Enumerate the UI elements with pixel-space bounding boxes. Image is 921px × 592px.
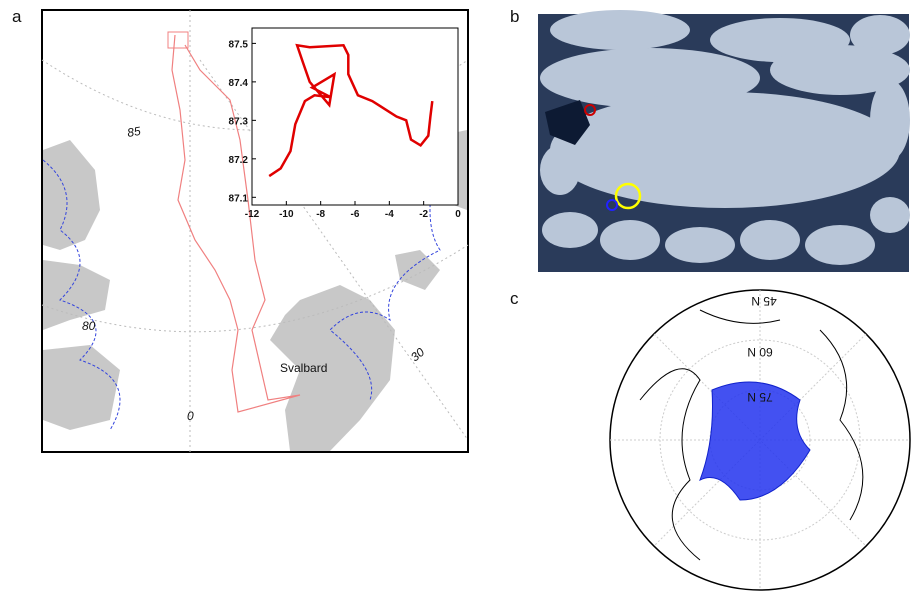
y-tick-label: 87.1 (229, 193, 249, 204)
x-tick-label: 0 (455, 209, 461, 220)
y-tick-label: 87.3 (229, 116, 249, 127)
latitude-label: 85 (126, 124, 142, 140)
x-tick-label: -10 (279, 209, 294, 220)
y-tick-label: 87.4 (229, 78, 249, 89)
polar-panel: 45 N 60 N 75 N (610, 290, 910, 590)
latitude-label: 75 N (747, 390, 772, 404)
figure: 85 80 0 30 Svalbard -12-10-8-6-4-2087.18… (0, 0, 921, 592)
x-tick-label: -4 (385, 209, 394, 220)
y-tick-label: 87.2 (229, 155, 249, 166)
y-tick-label: 87.5 (229, 39, 249, 50)
panel-label: c (510, 289, 519, 308)
latitude-label: 60 N (747, 345, 772, 359)
x-tick-label: -2 (419, 209, 428, 220)
place-label: Svalbard (280, 361, 327, 375)
panel-label: b (510, 7, 519, 26)
x-tick-label: -8 (316, 209, 325, 220)
photo-panel (538, 10, 910, 272)
latitude-label: 80 (82, 319, 96, 333)
latitude-label: 45 N (751, 294, 776, 308)
longitude-label: 0 (187, 409, 194, 423)
x-tick-label: -12 (245, 209, 260, 220)
inset-chart: -12 -10 -8 -6 -4 -2 0 87.1 87.2 87.3 87.4 87.5 (229, 28, 462, 220)
panel-label: a (12, 7, 22, 26)
x-tick-label: -6 (351, 209, 360, 220)
inset-frame (252, 28, 458, 205)
